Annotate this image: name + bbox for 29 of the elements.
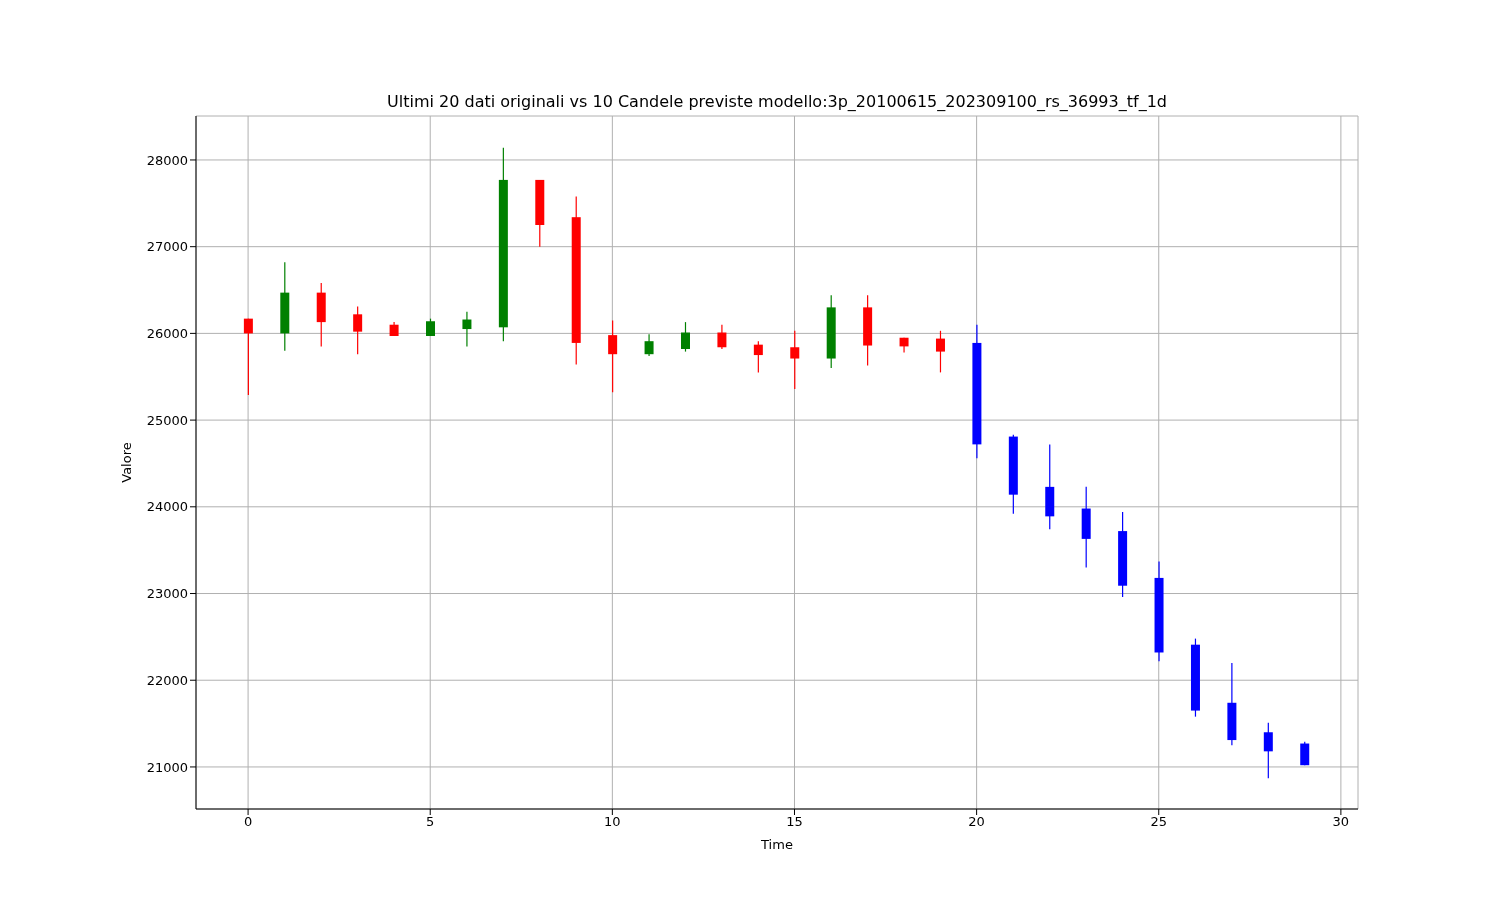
y-tick-label: 24000 <box>146 499 188 515</box>
x-axis-title: Time <box>760 837 793 852</box>
candlestick <box>717 324 727 350</box>
x-tick-label: 5 <box>426 814 435 830</box>
x-tick-label: 25 <box>1150 814 1168 830</box>
y-axis-title: Valore <box>118 442 134 483</box>
x-tick-label: 30 <box>1332 814 1350 830</box>
candlestick <box>1263 722 1273 779</box>
y-tick-label: 27000 <box>146 239 188 255</box>
y-tick-label: 26000 <box>146 326 188 341</box>
candlestick <box>644 333 654 357</box>
y-tick-label: 22000 <box>146 672 188 688</box>
y-tick-label: 25000 <box>146 412 188 428</box>
candlestick <box>608 319 618 393</box>
candlestick <box>243 318 253 396</box>
chart-title: Ultimi 20 dati originali vs 10 Candele previste modello:3p_20100615_202309100_rs_36993_tf_1d <box>386 92 1168 111</box>
candlestick <box>935 330 945 374</box>
x-tick-label: 15 <box>786 814 803 830</box>
candlestick <box>753 340 763 374</box>
candlestick <box>462 311 472 347</box>
x-tick-label: 0 <box>243 814 253 830</box>
y-tick-label: 28000 <box>146 152 188 168</box>
x-tick-label: 20 <box>968 814 985 830</box>
candlestick <box>680 321 690 353</box>
y-tick-label: 21000 <box>146 759 188 775</box>
candlestick <box>353 305 363 355</box>
x-tick-label: 10 <box>604 814 621 830</box>
candlestick <box>790 330 800 390</box>
y-tick-label: 23000 <box>146 586 188 602</box>
